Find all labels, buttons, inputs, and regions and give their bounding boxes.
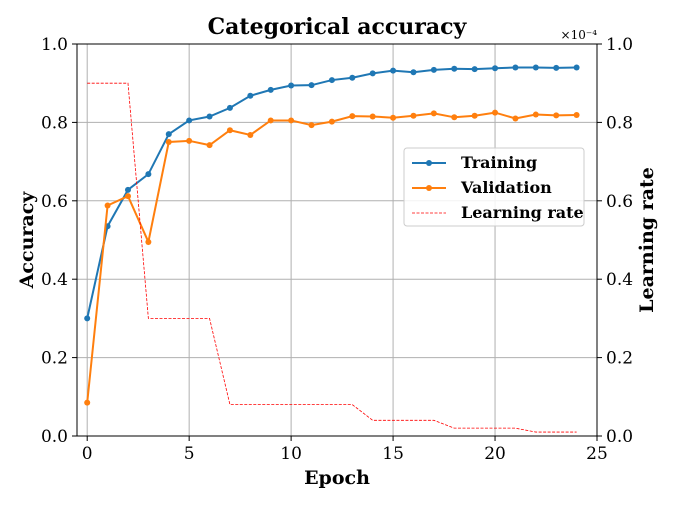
- validation-point: [124, 193, 131, 200]
- training-point: [267, 86, 274, 93]
- training-point: [471, 66, 478, 73]
- legend-marker-validation: [426, 185, 432, 191]
- training-point: [186, 117, 193, 124]
- training-point: [410, 69, 417, 76]
- validation-point: [451, 114, 458, 121]
- series-lines: [84, 64, 580, 433]
- training-point: [84, 315, 91, 322]
- validation-point: [349, 113, 356, 120]
- validation-point: [410, 112, 417, 119]
- training-point: [328, 77, 335, 84]
- y2-tick-label: 0.2: [606, 349, 633, 369]
- validation-point: [369, 113, 376, 120]
- training-point: [512, 64, 519, 71]
- validation-point: [165, 139, 172, 145]
- validation-point: [267, 117, 274, 124]
- validation-point: [553, 112, 560, 119]
- validation-point: [471, 112, 478, 119]
- y-tick-label: 0.4: [41, 270, 68, 290]
- legend-label-validation: Validation: [460, 178, 552, 197]
- y2-tick-label: 1.0: [606, 35, 633, 55]
- training-point: [145, 171, 152, 178]
- validation-point: [206, 142, 213, 149]
- validation-point: [104, 202, 111, 209]
- x-tick-label: 10: [280, 444, 302, 464]
- y-tick-label: 0.0: [41, 427, 68, 447]
- learning-rate-line: [87, 82, 577, 433]
- x-tick-label: 25: [586, 444, 608, 464]
- y-tick-label: 0.6: [41, 192, 68, 212]
- x-tick-label: 15: [382, 444, 404, 464]
- training-point: [451, 65, 458, 72]
- validation-point: [430, 110, 437, 117]
- training-point: [553, 64, 560, 71]
- x-tick-label: 0: [82, 444, 93, 464]
- training-point: [288, 82, 295, 89]
- validation-point: [390, 114, 397, 121]
- training-point: [247, 92, 254, 99]
- y-tick-label: 0.8: [41, 113, 68, 133]
- legend-label-training: Training: [461, 153, 537, 172]
- training-point: [390, 67, 397, 74]
- validation-point: [328, 118, 335, 125]
- grid: [77, 43, 598, 437]
- training-point: [206, 113, 213, 120]
- training-point: [165, 131, 172, 138]
- training-point: [492, 65, 499, 72]
- validation-point: [573, 111, 580, 118]
- y2-tick-label: 0.6: [606, 192, 633, 212]
- legend-box: [403, 147, 585, 227]
- y2-multiplier: ×10⁻⁴: [561, 28, 598, 42]
- validation-point: [492, 109, 499, 116]
- legend: Training Validation Learning rate: [403, 147, 585, 227]
- plot-frame: [76, 43, 598, 437]
- training-point: [349, 74, 356, 81]
- legend-label-learning-rate: Learning rate: [461, 203, 584, 222]
- validation-point: [84, 399, 91, 406]
- training-point: [369, 70, 376, 77]
- chart-title: Categorical accuracy: [208, 14, 468, 40]
- validation-point: [145, 238, 152, 245]
- validation-point: [532, 111, 539, 118]
- x-tick-label: 5: [184, 444, 195, 464]
- y-tick-label: 1.0: [41, 35, 68, 55]
- y-tick-label: 0.2: [41, 349, 68, 369]
- x-axis-label: Epoch: [304, 467, 370, 489]
- training-point: [430, 66, 437, 73]
- y2-tick-label: 0.8: [606, 113, 633, 133]
- validation-point: [186, 137, 193, 144]
- validation-point: [308, 122, 315, 129]
- legend-marker-training: [426, 160, 432, 166]
- training-point: [124, 186, 131, 193]
- training-point: [532, 64, 539, 71]
- validation-point: [512, 115, 519, 122]
- training-point: [573, 64, 580, 71]
- y2-tick-label: 0.4: [606, 270, 633, 290]
- y2-axis-label: Learning rate: [636, 167, 658, 313]
- x-tick-label: 20: [484, 444, 506, 464]
- validation-point: [226, 127, 233, 134]
- y2-tick-label: 0.0: [606, 427, 633, 447]
- ticks: 0 5 10 15 20 250.00.20.40.60.81.00.00.20.40.6…: [41, 35, 633, 464]
- y-axis-label: Accuracy: [16, 191, 38, 290]
- training-point: [308, 82, 315, 89]
- validation-point: [247, 131, 254, 138]
- training-point: [226, 104, 233, 111]
- validation-point: [288, 117, 295, 124]
